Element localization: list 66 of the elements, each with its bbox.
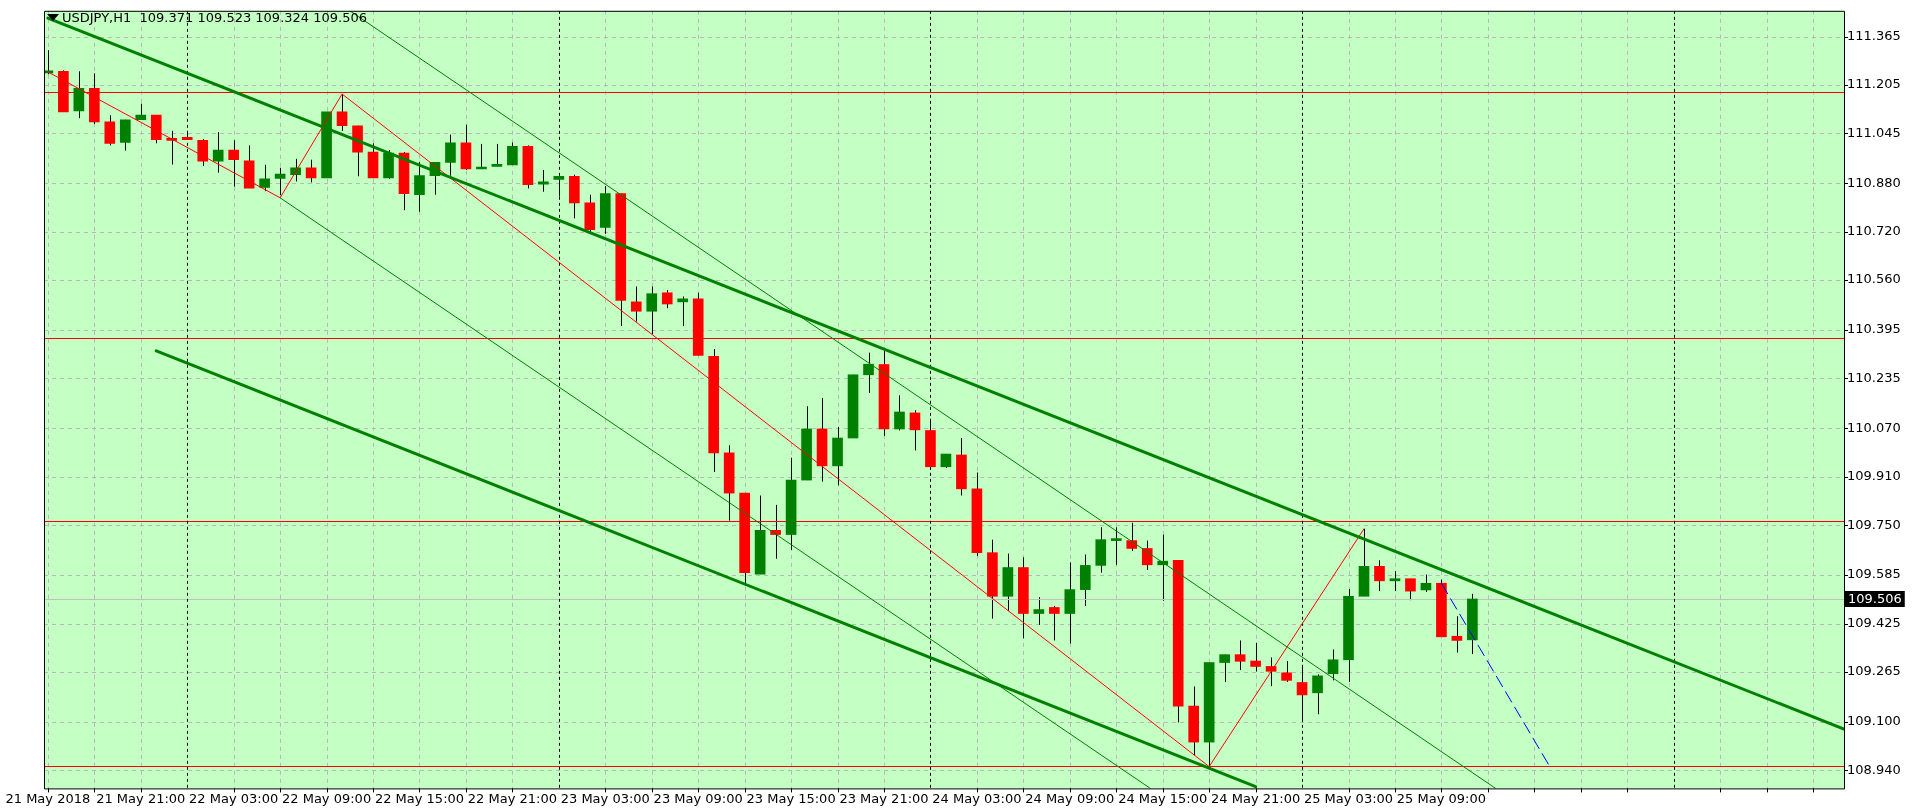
- ref-line-label: 109.506: [1848, 591, 1902, 607]
- x-tick-label: 23 May 15:00: [746, 790, 836, 806]
- x-tick-label: 24 May 03:00: [932, 790, 1022, 806]
- y-tick-label: 109.585: [1847, 566, 1901, 582]
- candlestick: [1374, 559, 1385, 592]
- candlestick: [661, 289, 673, 309]
- candlestick: [1451, 615, 1463, 654]
- candlestick: [259, 164, 270, 192]
- x-tick-label: 22 May 21:00: [467, 790, 557, 806]
- candlestick: [197, 138, 209, 167]
- y-tick-label: 110.560: [1847, 271, 1901, 287]
- y-tick-label: 111.205: [1847, 76, 1901, 92]
- x-tick-label: 21 May 21:00: [96, 790, 186, 806]
- candlestick: [909, 409, 921, 451]
- candlestick: [507, 141, 518, 166]
- candlestick: [119, 119, 131, 152]
- candlestick: [1048, 605, 1060, 641]
- y-tick-label: 109.910: [1847, 468, 1901, 484]
- candlestick: [1110, 526, 1122, 566]
- candlestick: [212, 131, 224, 174]
- candlestick: [1389, 570, 1401, 592]
- y-tick-label: 109.425: [1847, 614, 1901, 630]
- y-tick-label: 110.070: [1847, 419, 1901, 435]
- y-tick-label: 108.940: [1847, 761, 1901, 777]
- candlestick: [1219, 654, 1230, 683]
- x-tick-label: 25 May 03:00: [1303, 790, 1394, 806]
- x-tick-label: 24 May 15:00: [1118, 790, 1208, 806]
- candlestick: [1312, 673, 1323, 715]
- candlestick: [646, 285, 658, 335]
- candlestick: [630, 285, 642, 323]
- y-tick-label: 110.395: [1847, 321, 1901, 337]
- candlestick: [894, 394, 905, 431]
- candlestick: [445, 134, 456, 177]
- x-tick-label: 23 May 21:00: [839, 790, 929, 806]
- candlestick: [863, 352, 874, 394]
- y-tick-label: 109.750: [1847, 516, 1901, 532]
- x-tick-label: 25 May 09:00: [1396, 790, 1486, 806]
- y-tick-label: 111.045: [1847, 124, 1901, 140]
- x-tick-label: 22 May 15:00: [374, 790, 465, 806]
- y-tick-label: 110.720: [1847, 223, 1901, 239]
- y-tick-label: 109.265: [1847, 663, 1901, 679]
- candlestick: [1250, 642, 1261, 673]
- y-tick-label: 109.100: [1847, 713, 1901, 729]
- y-tick-label: 110.880: [1847, 174, 1901, 190]
- x-tick-label: 23 May 09:00: [653, 790, 743, 806]
- candlestick: [1141, 540, 1153, 571]
- candlestick: [1281, 660, 1292, 683]
- x-tick-label: 23 May 03:00: [560, 790, 650, 806]
- candlestick: [1405, 578, 1416, 601]
- candlestick: [1033, 596, 1045, 626]
- x-tick-label: 22 May 03:00: [189, 790, 279, 806]
- candlestick: [538, 169, 549, 193]
- y-tick-label: 111.365: [1847, 27, 1901, 43]
- candlestick: [336, 93, 348, 132]
- x-tick-label: 21 May 2018: [5, 790, 91, 806]
- x-tick-label: 22 May 09:00: [282, 790, 372, 806]
- candlestick: [1234, 639, 1246, 671]
- candlestick: [274, 167, 286, 196]
- candlestick: [228, 139, 240, 188]
- candlestick: [491, 143, 503, 167]
- candlestick: [1327, 649, 1339, 681]
- x-tick-label: 24 May 09:00: [1025, 790, 1115, 806]
- candlestick: [104, 114, 116, 146]
- x-tick-label: 24 May 21:00: [1211, 790, 1301, 806]
- y-tick-label: 110.235: [1847, 369, 1901, 385]
- candlestick: [414, 161, 425, 213]
